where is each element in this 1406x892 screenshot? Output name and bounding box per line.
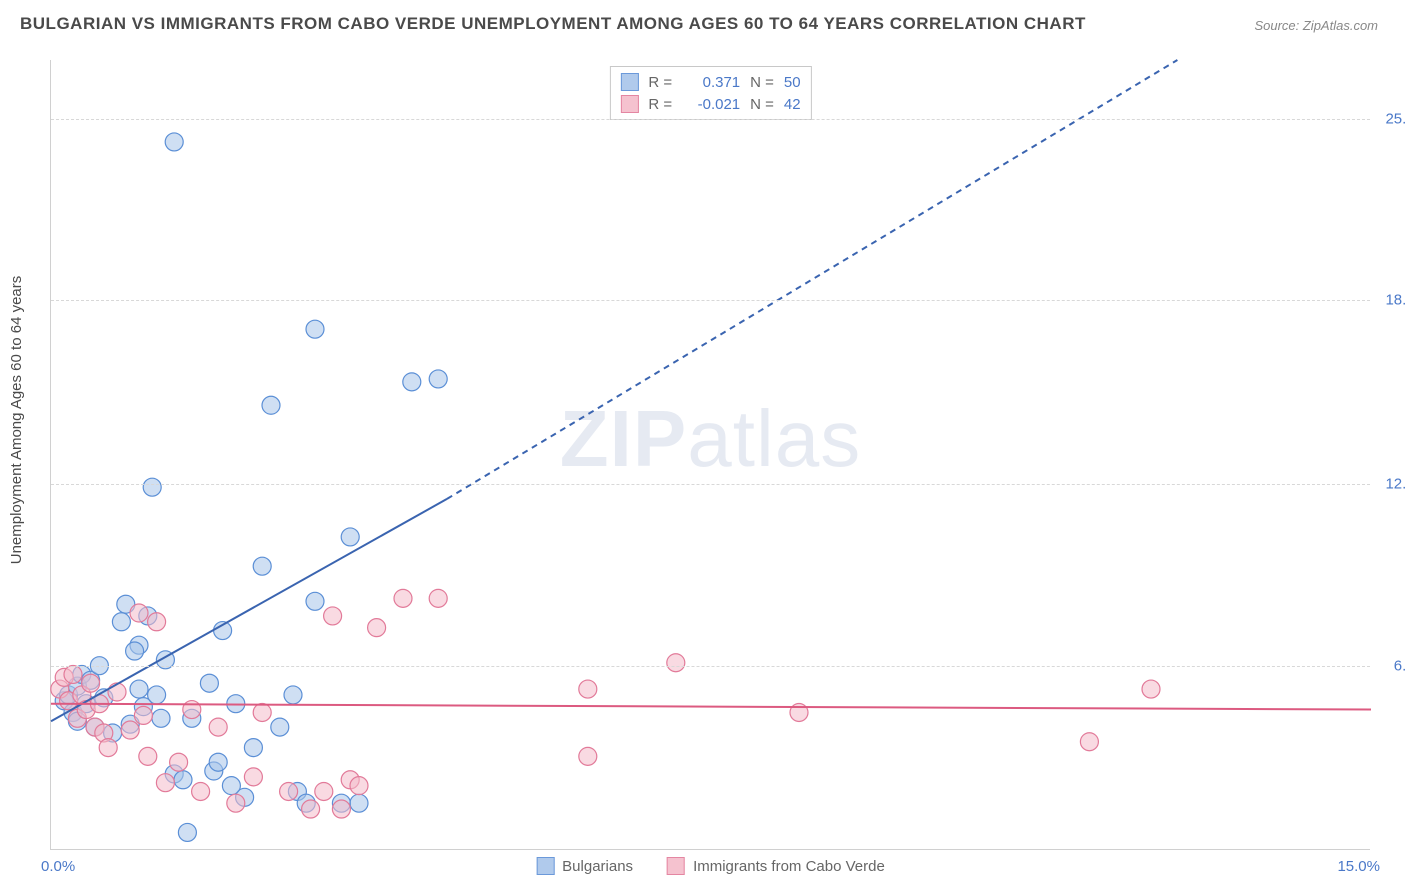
swatch-icon bbox=[536, 857, 554, 875]
y-axis-tick: 25.0% bbox=[1385, 110, 1406, 127]
scatter-plot-svg bbox=[51, 60, 1370, 849]
series-legend: Bulgarians Immigrants from Cabo Verde bbox=[536, 857, 885, 875]
gridline bbox=[51, 484, 1370, 485]
legend-item-series1: Bulgarians bbox=[536, 857, 633, 875]
legend-row-series2: R = -0.021 N = 42 bbox=[620, 93, 800, 115]
gridline bbox=[51, 666, 1370, 667]
legend-label: Immigrants from Cabo Verde bbox=[693, 858, 885, 875]
chart-plot-area: ZIPatlas R = 0.371 N = 50 R = -0.021 N =… bbox=[50, 60, 1370, 850]
correlation-legend: R = 0.371 N = 50 R = -0.021 N = 42 bbox=[609, 66, 811, 120]
legend-row-series1: R = 0.371 N = 50 bbox=[620, 71, 800, 93]
x-axis-max-tick: 15.0% bbox=[1337, 858, 1380, 875]
y-axis-label: Unemployment Among Ages 60 to 64 years bbox=[8, 276, 25, 565]
gridline bbox=[51, 300, 1370, 301]
gridline bbox=[51, 119, 1370, 120]
x-axis-origin-tick: 0.0% bbox=[41, 858, 75, 875]
swatch-icon bbox=[667, 857, 685, 875]
legend-item-series2: Immigrants from Cabo Verde bbox=[667, 857, 885, 875]
chart-title: BULGARIAN VS IMMIGRANTS FROM CABO VERDE … bbox=[20, 14, 1086, 34]
y-axis-tick: 6.3% bbox=[1394, 657, 1406, 674]
y-axis-tick: 18.8% bbox=[1385, 291, 1406, 308]
y-axis-tick: 12.5% bbox=[1385, 476, 1406, 493]
legend-label: Bulgarians bbox=[562, 858, 633, 875]
source-attribution: Source: ZipAtlas.com bbox=[1254, 18, 1378, 33]
swatch-icon bbox=[620, 95, 638, 113]
swatch-icon bbox=[620, 73, 638, 91]
